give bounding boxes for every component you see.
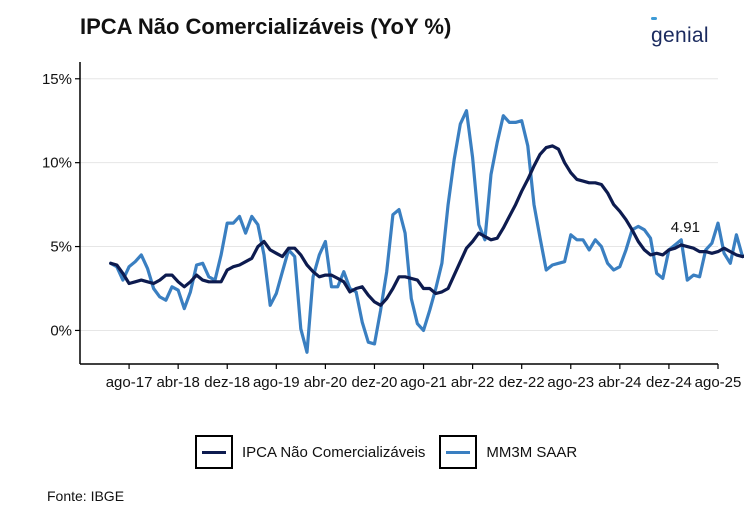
chart-legend: IPCA Não Comercializáveis MM3M SAAR [195,432,591,472]
x-tick-label: abr-18 [156,374,199,391]
y-tick-label: 5% [50,239,72,256]
x-tick-label: ago-17 [106,374,153,391]
logo-text: genial [651,24,709,47]
y-tick-label: 0% [50,322,72,339]
gridlines [80,78,718,331]
series-lines [109,109,744,354]
source-note: Fonte: IBGE [47,488,125,504]
legend-label-ipca: IPCA Não Comercializáveis [242,443,426,461]
logo-accent-mark [651,17,657,20]
x-tick-label: ago-19 [253,374,300,391]
x-tick-label: dez-24 [646,374,692,391]
axis-ticks: 0% 5% 10% 15% ago-17 abr-18 dez-18 ago-19 abr-20… [42,71,741,391]
legend-key-ipca [195,435,233,469]
annotations: 4.91 [671,219,700,236]
x-tick-label: ago-25 [695,374,742,391]
x-tick-label: dez-22 [499,374,545,391]
genial-logo: genial [651,17,709,48]
legend-item-mm3m: MM3M SAAR [439,435,577,469]
series-line-ipca [109,144,744,307]
legend-label-mm3m: MM3M SAAR [486,443,578,461]
x-tick-label: abr-24 [598,374,641,391]
x-tick-label: dez-18 [204,374,250,391]
legend-key-mm3m [439,435,478,469]
series-line-mm3m [109,109,744,354]
legend-swatch-ipca [202,451,226,454]
legend-swatch-mm3m [446,451,471,454]
chart-title: IPCA Não Comercializáveis (YoY %) [80,14,452,39]
x-tick-label: dez-20 [352,374,398,391]
x-tick-label: abr-20 [304,374,347,391]
axes [79,62,718,365]
y-tick-label: 15% [42,71,72,88]
x-tick-label: ago-21 [400,374,447,391]
data-label: 4.91 [671,219,700,236]
legend-item-ipca: IPCA Não Comercializáveis [195,435,425,469]
x-tick-label: abr-22 [451,374,494,391]
x-tick-label: ago-23 [547,374,594,391]
y-tick-label: 10% [42,155,72,172]
